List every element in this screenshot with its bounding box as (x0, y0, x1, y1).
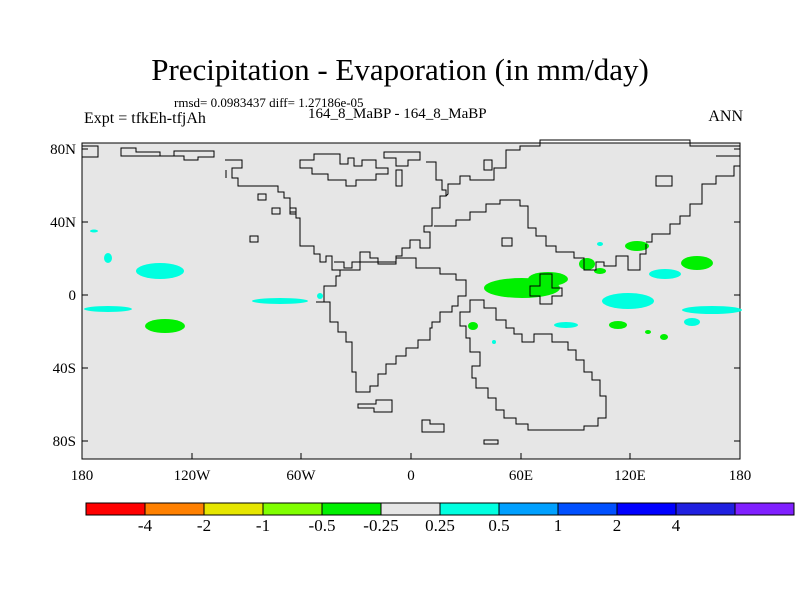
patch-cyan (684, 318, 700, 326)
colorbar-box (85, 502, 146, 516)
colorbar-box (262, 502, 323, 516)
lon-tick-label: 180 (71, 468, 94, 484)
patch-green (579, 258, 595, 270)
patch-green (609, 321, 627, 329)
colorbar-box (616, 502, 677, 516)
coastline (395, 169, 403, 187)
lon-tick-label: 60W (286, 468, 316, 484)
patch-green (625, 241, 649, 251)
lon-tick-label: 120E (614, 468, 646, 484)
colorbar-box (321, 502, 382, 516)
patch-cyan (90, 229, 98, 233)
coastline (271, 207, 281, 215)
coastline (483, 159, 493, 171)
coastline (120, 147, 215, 161)
coastline (257, 193, 267, 201)
patch-cyan (252, 298, 308, 304)
lat-tick-label: 40N (50, 215, 76, 231)
patch-cyan (554, 322, 578, 328)
colorbar-box (144, 502, 205, 516)
patch-green (645, 330, 651, 334)
coastline (646, 155, 741, 243)
axis-ticks (81, 148, 741, 459)
lat-tick-label: 80S (53, 434, 76, 450)
patch-cyan (492, 340, 496, 344)
patch-cyan (136, 263, 184, 279)
coastlines (82, 139, 741, 445)
stats-line: rmsd= 0.0983437 diff= 1.27186e-05 (174, 95, 364, 110)
coastline (82, 145, 99, 158)
colorbar-label: -2 (196, 516, 212, 535)
patch-cyan (649, 269, 681, 279)
coastline (445, 139, 740, 197)
lon-tick-label: 60E (509, 468, 533, 484)
colorbar-label: 4 (671, 516, 681, 535)
coastline (334, 161, 447, 269)
colorbar-label: 0.25 (425, 516, 455, 535)
colorbar-label: -4 (137, 516, 153, 535)
lat-tick-label: 80N (50, 142, 76, 158)
colorbar-box (439, 502, 500, 516)
patch-cyan (104, 253, 112, 263)
coastline (225, 159, 341, 303)
coastline (655, 175, 673, 187)
coastline (434, 199, 647, 271)
coastline (459, 299, 607, 431)
patch-cyan (317, 293, 323, 299)
lat-tick-label: 40S (53, 361, 76, 377)
colorbar-box (380, 502, 441, 516)
lon-tick-label: 180 (729, 468, 752, 484)
colorbar-box (203, 502, 264, 516)
coastline (324, 257, 467, 393)
colorbar-label: 0.5 (488, 516, 510, 535)
colorbar-label: -1 (255, 516, 271, 535)
patch-cyan (597, 242, 603, 246)
patch-green (660, 334, 668, 340)
page-title: Precipitation - Evaporation (in mm/day) (151, 52, 649, 87)
season-label: ANN (708, 108, 743, 125)
experiment-label: Expt = tfkEh-tfjAh (84, 110, 206, 127)
patch-green (528, 272, 568, 286)
patch-green (594, 268, 606, 274)
coastline (483, 439, 499, 445)
colorbar-label: 1 (553, 516, 563, 535)
coastline (249, 235, 259, 243)
colorbar-label: -0.25 (363, 516, 399, 535)
lon-tick-label: 0 (407, 468, 415, 484)
coastline (383, 151, 421, 167)
patch-green (468, 322, 478, 330)
colorbar-box (734, 502, 795, 516)
colorbar (85, 502, 795, 516)
colorbar-box (557, 502, 618, 516)
patch-cyan (682, 306, 742, 314)
patch-green (145, 319, 185, 333)
patch-cyan (602, 293, 654, 309)
colorbar-box (675, 502, 736, 516)
coastline (289, 207, 297, 215)
anomaly-patches (84, 229, 742, 344)
lat-tick-label: 0 (69, 288, 77, 304)
coastline (299, 153, 389, 187)
coastline (501, 237, 513, 247)
colorbar-label: 2 (612, 516, 622, 535)
colorbar-box (498, 502, 559, 516)
coastline (421, 419, 445, 433)
patch-cyan (84, 306, 132, 312)
lon-tick-label: 120W (174, 468, 212, 484)
patch-green (681, 256, 713, 270)
colorbar-label: -0.5 (308, 516, 336, 535)
coastline (357, 399, 393, 413)
coastline (529, 273, 563, 305)
runs-label: 164_8_MaBP - 164_8_MaBP (308, 106, 487, 122)
